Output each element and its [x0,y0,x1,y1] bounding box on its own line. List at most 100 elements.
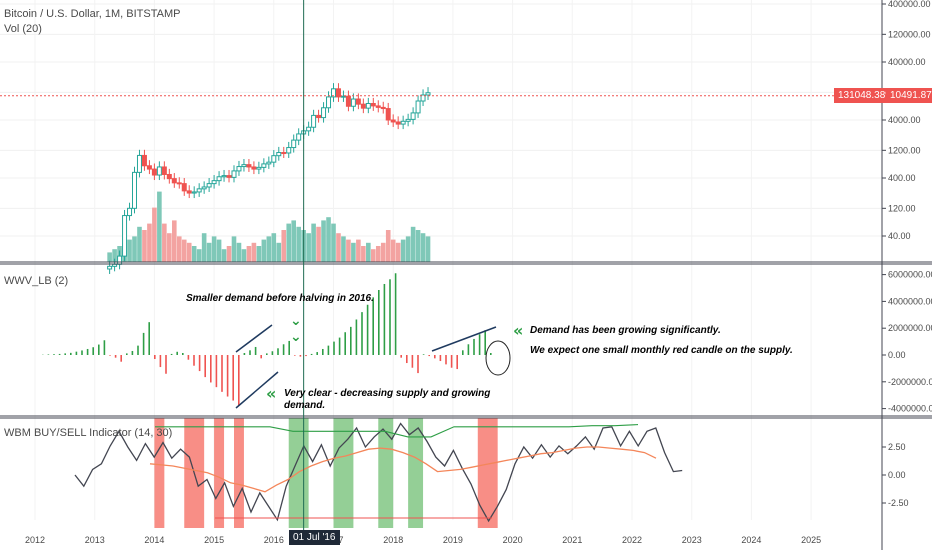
volume-bar [271,233,277,262]
price-tick-label: 120000.00 [888,29,931,39]
candle-body [216,176,222,182]
axis-labels: 400000.00120000.0040000.0012000.004000.0… [25,0,932,545]
candle-body [161,166,167,175]
candle-body [400,120,406,125]
candle-body [390,119,396,123]
candle-body [206,183,212,188]
time-tick-label: 2019 [443,535,463,545]
candle-body [181,183,187,192]
time-tick-label: 2013 [85,535,105,545]
volume-bar [211,236,217,262]
volume-bar [246,246,252,262]
chevron-down-icon: ⌄ ⌄ [290,313,302,345]
candle-body [281,152,287,155]
wbm-main-line [74,422,683,523]
candle-body [127,207,133,217]
chevron-left-icon: « [513,321,524,340]
wwv-tick-label: -2000000.00 [888,377,932,387]
price-tick-label: 120.00 [888,203,916,213]
candle-body [226,175,232,178]
price-tag: 10491.87 [886,88,932,103]
candle-body [256,166,262,170]
highlight-circle [485,340,511,376]
main-title: Bitcoin / U.S. Dollar, 1M, BITSTAMP [4,8,181,20]
buy-zone [333,418,354,528]
volume-bar [281,230,287,262]
volume-bar [425,236,431,262]
candle-body [420,94,426,102]
volume-bar [326,217,331,262]
volume-bar [241,249,247,262]
wbm-lines [74,422,683,523]
price-tick-label: 40000.00 [888,57,926,67]
sell-zone [154,418,165,528]
volume-bar [291,220,296,262]
trendline [235,371,279,409]
candle-body [340,95,346,98]
candle-body [191,191,197,194]
candle-body [425,92,431,96]
volume-bar [371,249,376,262]
volume-bar [405,236,411,262]
volume-bar [286,223,292,262]
volume-bar [216,239,222,262]
candle-body [251,166,257,170]
volume-bar [112,249,117,262]
candle-body [171,178,177,184]
volume-bar [410,226,416,262]
time-tick-label: 2024 [741,535,761,545]
time-tick-label: 2021 [562,535,582,545]
sell-zone [214,418,225,528]
volume-bar [296,226,301,262]
volume-bar [400,239,406,262]
candle-body [355,98,361,105]
volume-bar [191,246,197,262]
wbm-title: WBM BUY/SELL Indicator (14, 30) [4,427,173,439]
volume-bar [336,233,341,262]
candle-body [261,163,267,168]
candle-body [311,114,317,128]
volume-bar [321,220,326,262]
price-tick-label: 4000.00 [888,115,921,125]
candle-body [112,263,118,267]
candle-body [141,154,147,167]
volume-label: Vol (20) [4,23,42,35]
candle-body [166,173,172,180]
wwv-title: WWV_LB (2) [4,275,69,287]
crosshair-date-label: 01 Jul '16 [289,530,340,545]
volume-bar [380,242,386,262]
candle-body [375,105,381,108]
annotation-demand-growing: Demand has been growing significantly. [530,325,721,336]
price-tick-label: 1200.00 [888,145,921,155]
volume-bar [167,233,172,262]
candle-body [405,118,411,122]
volume-bar [276,242,282,262]
candle-body [271,155,277,163]
volume-bar [181,239,187,262]
candle-body [146,165,152,170]
candle-body [286,147,292,154]
price-candles [107,83,431,274]
annotation-smaller-demand: Smaller demand before halving in 2016. [186,293,374,304]
time-tick-label: 2014 [144,535,164,545]
volume-bar [186,242,192,262]
volume-bar [356,239,361,262]
candle-body [221,175,227,178]
candle-body [385,108,391,121]
volume-bar [331,223,336,262]
volume-bar [366,242,371,262]
time-tick-label: 2022 [622,535,642,545]
time-tick-label: 2016 [264,535,284,545]
wbm-tick-label: 2.50 [888,442,906,452]
volume-bar [351,242,356,262]
candle-body [122,215,128,257]
candle-body [156,166,162,176]
volume-bar [361,246,366,262]
time-tick-label: 2012 [25,535,45,545]
candle-body [316,114,322,119]
candle-body [291,139,297,149]
volume-bar [132,236,137,262]
candle-body [201,186,207,190]
